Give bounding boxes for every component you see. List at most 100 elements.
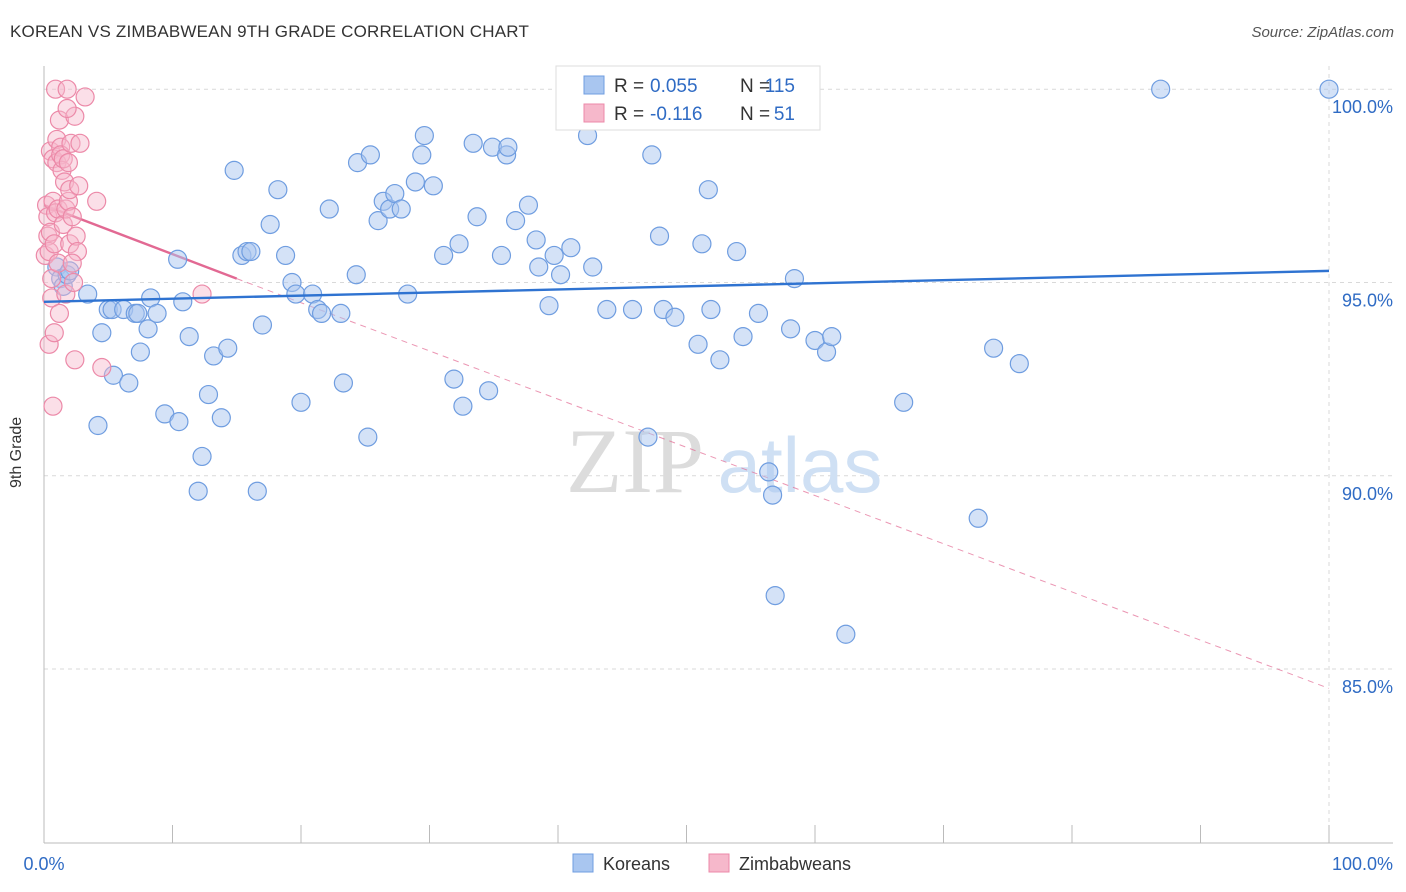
source-label: Source: ZipAtlas.com [1251, 24, 1394, 41]
korean-point [597, 299, 617, 320]
korean-point [138, 319, 158, 339]
zimbabwean-trend-line [43, 204, 238, 280]
zimbabwean-point [56, 199, 76, 219]
korean-point [1009, 354, 1029, 374]
legend-zimbabweans-swatch [708, 853, 730, 873]
y-tick-label: 95.0% [1342, 290, 1393, 310]
korean-point [665, 307, 685, 327]
korean-point [268, 180, 288, 200]
korean-point [147, 303, 167, 324]
korean-point [179, 326, 199, 347]
korean-r-value: 0.055 [650, 76, 698, 97]
zimbabwean-point [57, 79, 77, 99]
x-tick-label-max: 100.0% [1332, 854, 1393, 874]
korean-point [984, 338, 1004, 358]
korean-point [701, 299, 721, 320]
zimbabwean-point [56, 284, 76, 304]
zimbabwean-point [92, 357, 112, 378]
korean-point [78, 284, 98, 304]
zimbabwean-point [58, 153, 79, 173]
korean-point [275, 245, 296, 266]
y-tick-label: 90.0% [1342, 484, 1393, 504]
korean-point [173, 292, 193, 312]
korean-point [453, 396, 473, 416]
korean-point [463, 133, 483, 153]
x-tick-label-min: 0.0% [23, 854, 64, 874]
zimbabwean-trendline [43, 204, 1330, 689]
korean-point [622, 299, 643, 320]
zimbabwean-point [49, 110, 70, 130]
zimbabwean-point [44, 323, 64, 343]
korean-point [1151, 79, 1171, 99]
korean-point [247, 481, 267, 501]
watermark-zip: ZIP [566, 410, 704, 512]
korean-trendline [43, 269, 1330, 304]
korean-trend-line [43, 269, 1330, 304]
korean-n-value: 115 [765, 76, 795, 97]
stats-legend: R = 0.055 N = 115 R = -0.116 N = 51 [555, 65, 821, 131]
korean-point [130, 342, 150, 362]
korean-point [414, 125, 434, 146]
korean-point [759, 462, 779, 482]
korean-point [550, 265, 571, 285]
zimbabwean-point [39, 334, 59, 354]
korean-point [368, 211, 388, 231]
korean-r-label: R = [614, 76, 644, 97]
korean-point [765, 585, 785, 606]
korean-point [449, 234, 469, 254]
series-legend: Koreans Zimbabweans [572, 853, 851, 874]
korean-point [1319, 79, 1339, 99]
zimbabwean-r-label: R = [614, 104, 644, 125]
korean-point [412, 145, 432, 165]
watermark-atlas: atlas [718, 421, 883, 509]
korean-point [405, 172, 425, 192]
zimbabwean-n-value: 51 [774, 104, 795, 125]
korean-point [748, 303, 769, 324]
korean-point [291, 392, 311, 412]
korean-point [391, 199, 411, 219]
zimbabwean-point [65, 106, 85, 126]
korean-point [561, 238, 581, 258]
legend-koreans-label: Koreans [603, 854, 670, 874]
korean-point [822, 326, 842, 347]
korean-point [346, 265, 366, 285]
korean-point [698, 180, 718, 200]
korean-point [260, 214, 280, 235]
korean-point [649, 226, 670, 246]
zimbabwean-point [65, 350, 85, 370]
korean-n-label: N = [740, 76, 770, 97]
zimbabwean-point [192, 284, 212, 304]
zimbabwean-point [44, 234, 64, 254]
korean-point [529, 257, 549, 277]
korean-swatch [583, 75, 605, 95]
korean-point [836, 624, 856, 644]
korean-point [539, 296, 559, 316]
korean-point [358, 427, 378, 447]
korean-point [188, 481, 208, 501]
zimbabwean-points [35, 79, 212, 416]
korean-point [444, 369, 464, 389]
korean-point [192, 446, 212, 467]
zimbabwean-point [62, 253, 82, 273]
korean-points [47, 79, 1339, 644]
zimbabwean-point [87, 191, 107, 211]
zimbabwean-n-label: N = [740, 104, 770, 125]
zimbabwean-point [62, 207, 82, 227]
korean-point [211, 408, 231, 428]
korean-point [638, 427, 658, 447]
zimbabwean-point [57, 98, 77, 119]
korean-point [518, 195, 539, 215]
korean-point [333, 373, 354, 393]
korean-point [733, 326, 753, 347]
korean-point [505, 211, 526, 231]
korean-point [119, 373, 139, 393]
korean-point [360, 145, 380, 165]
korean-point [727, 241, 747, 262]
legend-zimbabweans-label: Zimbabweans [739, 854, 851, 874]
zimbabwean-point [70, 133, 90, 153]
zimbabwean-swatch [583, 103, 605, 123]
korean-point [894, 392, 914, 412]
korean-point [467, 207, 487, 227]
zimbabwean-point [45, 79, 66, 99]
